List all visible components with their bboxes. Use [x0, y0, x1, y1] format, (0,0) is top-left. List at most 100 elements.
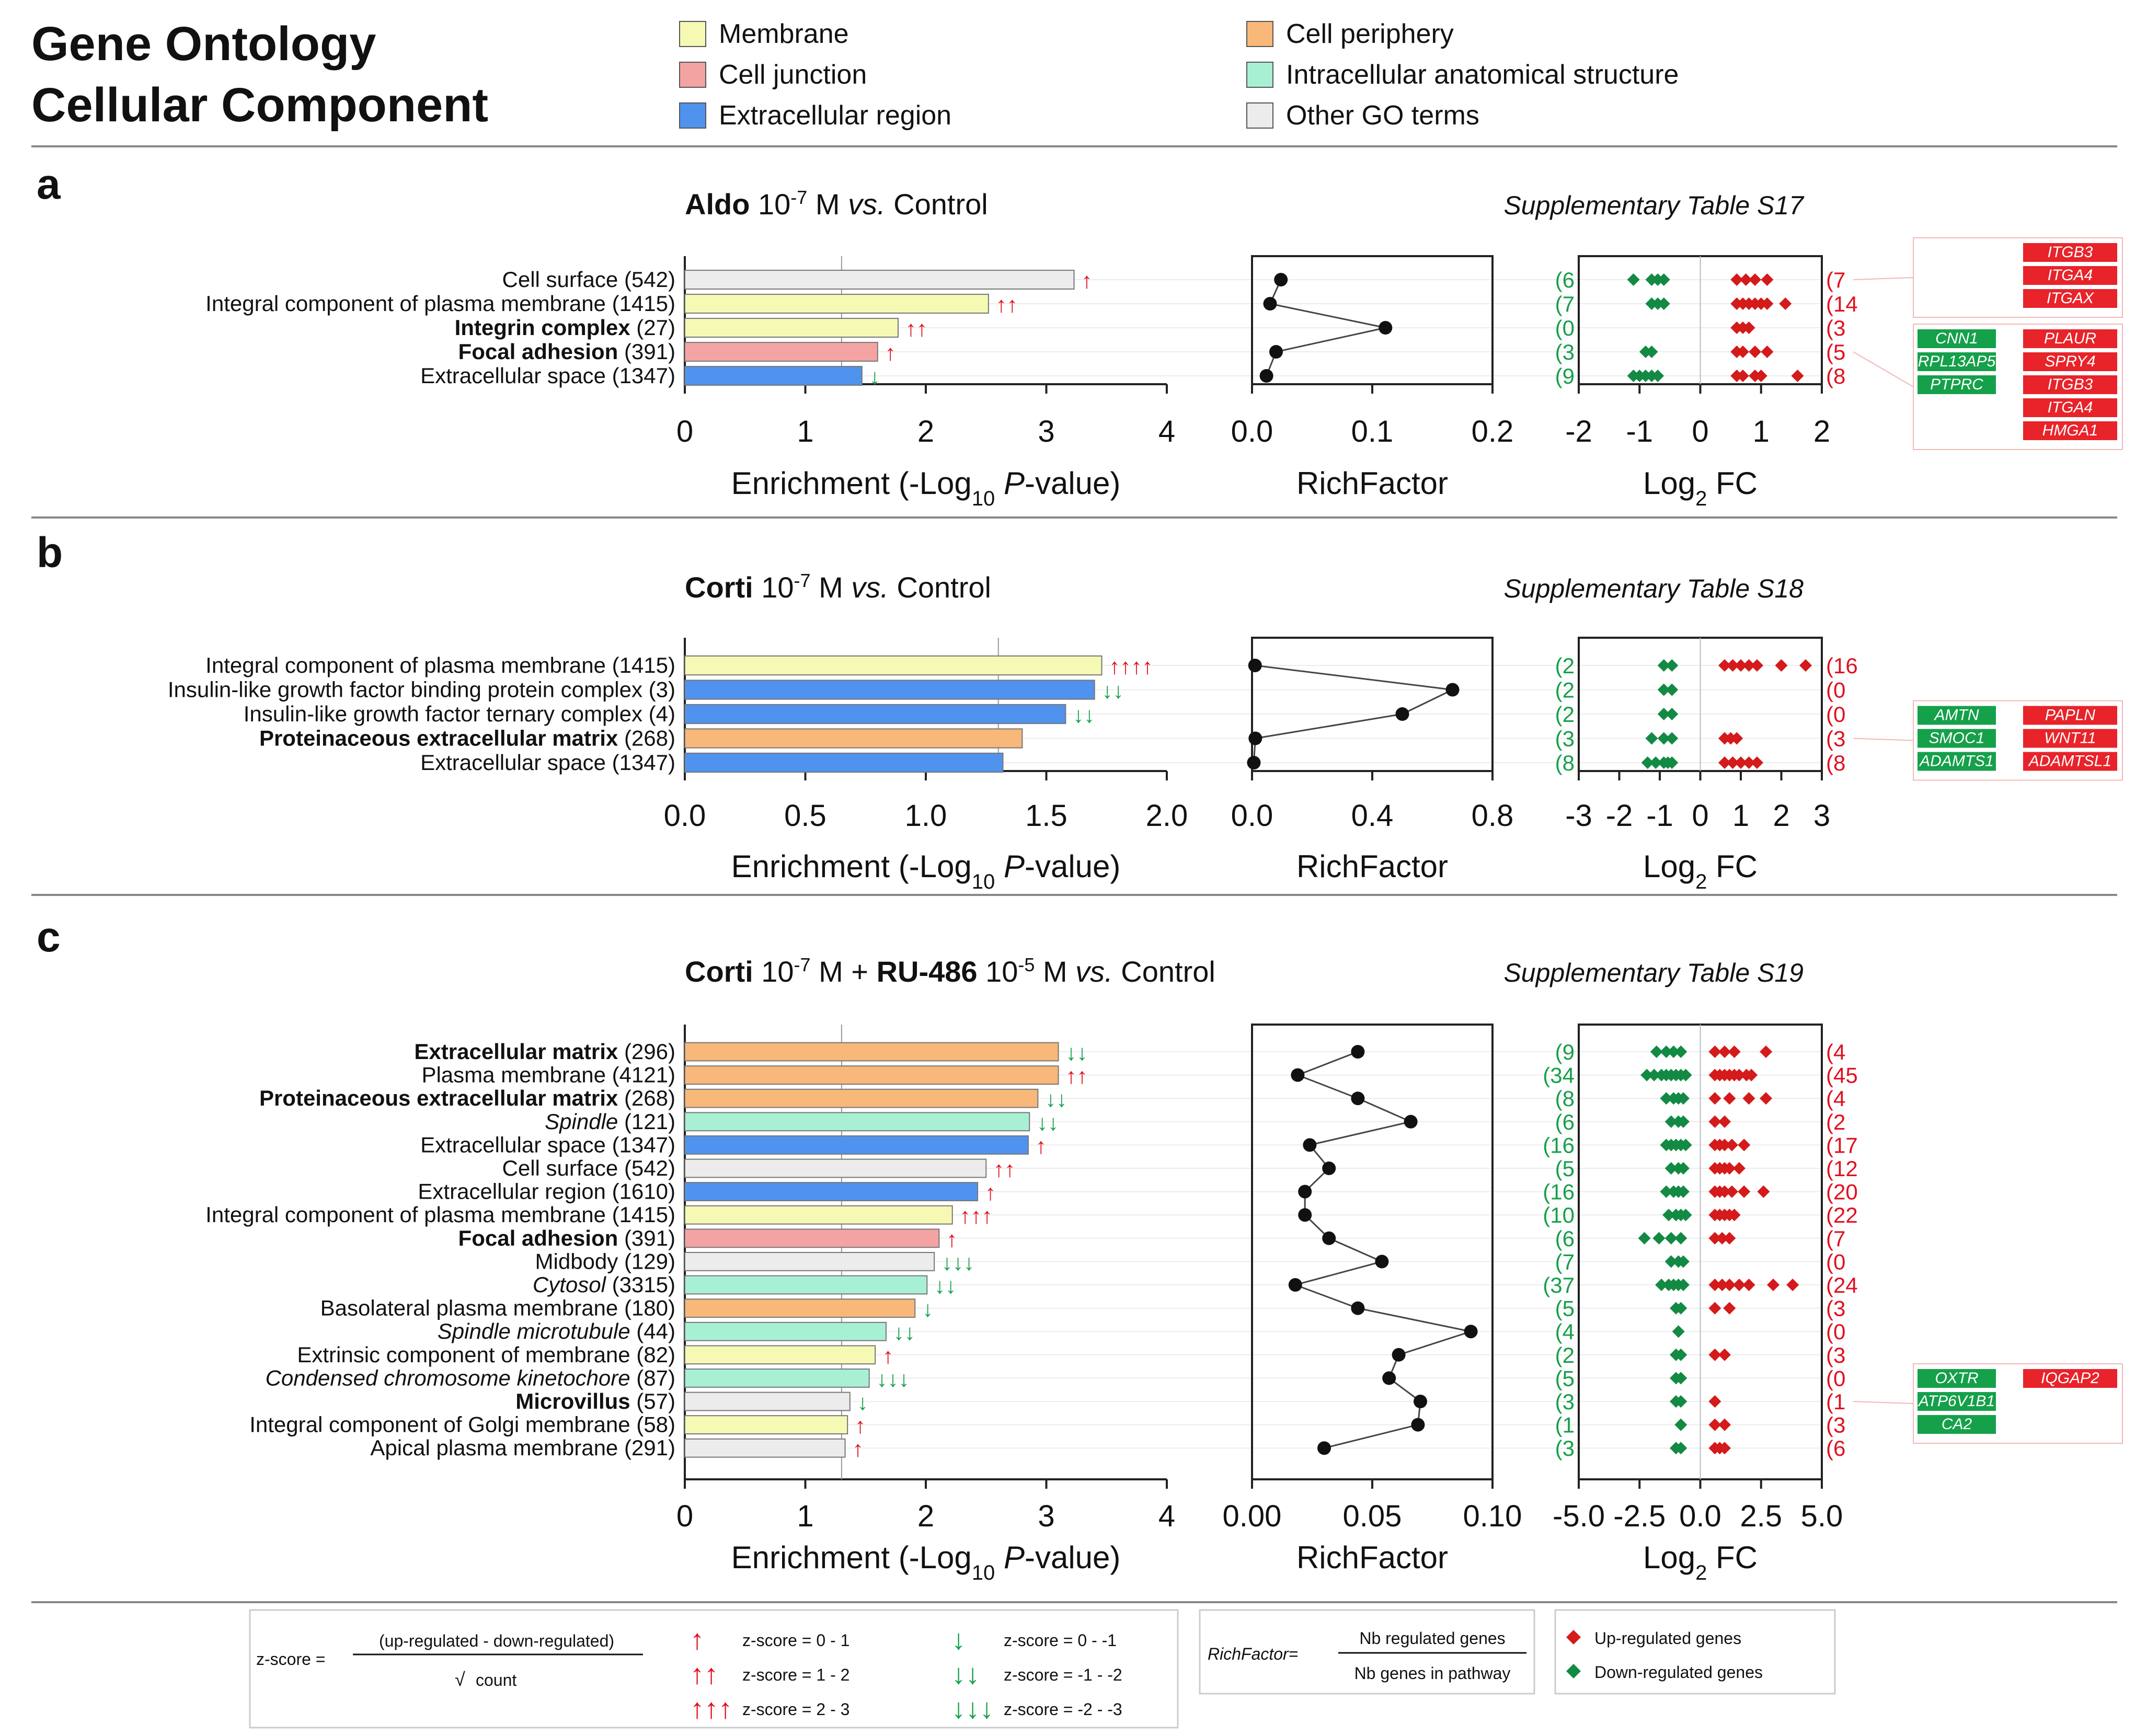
term-name: Microvillus [515, 1389, 630, 1413]
up-regulated-gene-point [1749, 346, 1762, 358]
enrichment-bar [684, 1298, 916, 1318]
term-count: (296) [618, 1039, 675, 1064]
footer-legend: z-score = (up-regulated - down-regulated)… [31, 1601, 2117, 1729]
up-regulated-gene-point [1730, 273, 1743, 286]
supplementary-table-label: Supplementary Table S19 [1503, 958, 1804, 987]
up-gene-name: HMGA1 [2042, 422, 2098, 439]
term-count: (4121) [606, 1063, 675, 1087]
enrichment-tick-label: 4 [1158, 1499, 1175, 1533]
up-regulated-gene-point [1708, 1395, 1721, 1408]
up-regulated-gene-point [1732, 1068, 1746, 1082]
up-regulated-gene-point [1708, 1092, 1721, 1105]
up-gene-tag [2023, 289, 2117, 308]
axis-part: P [1004, 466, 1025, 501]
zscore-arrows: ↓↓ [1037, 1110, 1059, 1135]
down-regulated-gene-point [1649, 756, 1662, 769]
up-regulated-gene-point [1732, 1279, 1746, 1291]
legend-swatch [1246, 21, 1273, 47]
zscore-legend-arrows: ↑↑↑ [690, 1693, 732, 1724]
richfactor-tick-label: 0.00 [1223, 1499, 1282, 1533]
axis-part: 10 [972, 1561, 995, 1584]
up-gene-count: (24 [1826, 1273, 1858, 1297]
up-gene-name: WNT11 [2044, 730, 2096, 747]
down-regulated-gene-point [1666, 732, 1679, 745]
up-regulated-gene-point [1799, 659, 1812, 672]
title-unit: M + [811, 955, 877, 988]
title-ctrl: Control [1113, 955, 1215, 988]
zscore-legend-label: z-score = 0 - 1 [742, 1631, 849, 1650]
zscore-arrows: ↑ [882, 1343, 893, 1368]
term-count: (1415) [606, 653, 675, 677]
zscore-arrows: ↑ [855, 1413, 866, 1438]
down-regulated-gene-point [1645, 346, 1658, 358]
term-label: Basolateral plasma membrane (180) [320, 1296, 675, 1320]
up-regulated-gene-point [1718, 756, 1731, 769]
term-label: Extrinsic component of membrane (82) [297, 1342, 675, 1367]
down-gene-count: (8 [1555, 751, 1575, 775]
log2fc-tick-label: 0 [1692, 799, 1708, 833]
down-regulated-gene-point [1662, 1209, 1675, 1222]
richfactor-tick-label: 0.4 [1351, 799, 1394, 833]
richfactor-point [1269, 345, 1283, 359]
up-gene-tag [2023, 729, 2117, 748]
term-count: (4) [642, 702, 675, 726]
gene-box-connector [1853, 277, 1914, 280]
up-gene-count: (7 [1826, 1226, 1845, 1251]
zscore-arrows: ↑ [1082, 268, 1093, 293]
up-gene-count: (20 [1826, 1180, 1858, 1204]
up-regulated-gene-point [1723, 1302, 1736, 1315]
enrichment-tick-label: 0.0 [664, 799, 706, 833]
down-gene-count: (16 [1543, 1180, 1575, 1204]
term-count: (57) [630, 1389, 675, 1413]
zscore-arrows: ↑↑ [993, 1157, 1015, 1181]
zscore-formula-numerator: (up-regulated - down-regulated) [379, 1631, 614, 1650]
up-gene-count: (22 [1826, 1203, 1858, 1227]
enrichment-bar [684, 270, 1075, 290]
down-regulated-gene-point [1641, 756, 1654, 769]
zscore-legend-box [249, 1609, 1179, 1729]
richfactor-legend-box [1199, 1609, 1535, 1695]
log2fc-tick-label: 2.5 [1740, 1499, 1782, 1533]
up-regulated-gene-point [1742, 321, 1755, 334]
log2fc-tick-label: -2.5 [1613, 1499, 1666, 1533]
enrichment-tick-label: 1.5 [1025, 799, 1067, 833]
axis-part: FC [1707, 466, 1758, 501]
enrichment-bar [684, 1228, 940, 1248]
up-regulated-gene-point [1725, 1185, 1738, 1198]
up-regulated-gene-point [1736, 346, 1749, 358]
richfactor-point [1464, 1325, 1478, 1339]
term-name: Spindle [545, 1109, 618, 1134]
term-label: Microvillus (57) [515, 1389, 675, 1413]
down-regulated-gene-point [1674, 1232, 1687, 1245]
down-regulated-gene-point [1674, 1395, 1687, 1408]
axis-part: Enrichment (-Log [731, 466, 972, 501]
up-regulated-gene-point [1718, 659, 1731, 672]
term-label: Integrin complex (27) [455, 315, 675, 340]
up-regulated-gene-point [1786, 1279, 1799, 1291]
up-gene-count: (3 [1826, 727, 1845, 751]
down-gene-count: (37 [1543, 1273, 1575, 1297]
axis-part [995, 849, 1004, 884]
zscore-legend-arrows: ↑↑ [690, 1659, 718, 1690]
up-gene-count: (7 [1826, 268, 1845, 292]
up-gene-name: ADAMTSL1 [2028, 753, 2111, 770]
term-label: Integral component of plasma membrane (1… [205, 291, 675, 316]
term-count: (44) [630, 1319, 675, 1343]
up-regulated-gene-point [1723, 1162, 1736, 1175]
richfactor-formula-denominator: Nb genes in pathway [1354, 1664, 1511, 1683]
up-gene-count: (8 [1826, 751, 1845, 775]
richfactor-point [1382, 1371, 1396, 1385]
richfactor-point [1351, 1091, 1365, 1106]
term-label: Plasma membrane (4121) [421, 1063, 675, 1087]
up-gene-count: (17 [1826, 1133, 1858, 1157]
up-gene-name: ITGA4 [2048, 399, 2093, 416]
up-regulated-gene-point [1726, 659, 1739, 672]
enrichment-bar [684, 1252, 935, 1271]
up-regulated-gene-point [1742, 1279, 1755, 1291]
log2fc-tick-label: 5.0 [1801, 1499, 1843, 1533]
up-regulated-gene-point [1749, 273, 1762, 286]
log2fc-tick-label: 2 [1813, 415, 1830, 449]
up-gene-tag [2023, 398, 2117, 417]
